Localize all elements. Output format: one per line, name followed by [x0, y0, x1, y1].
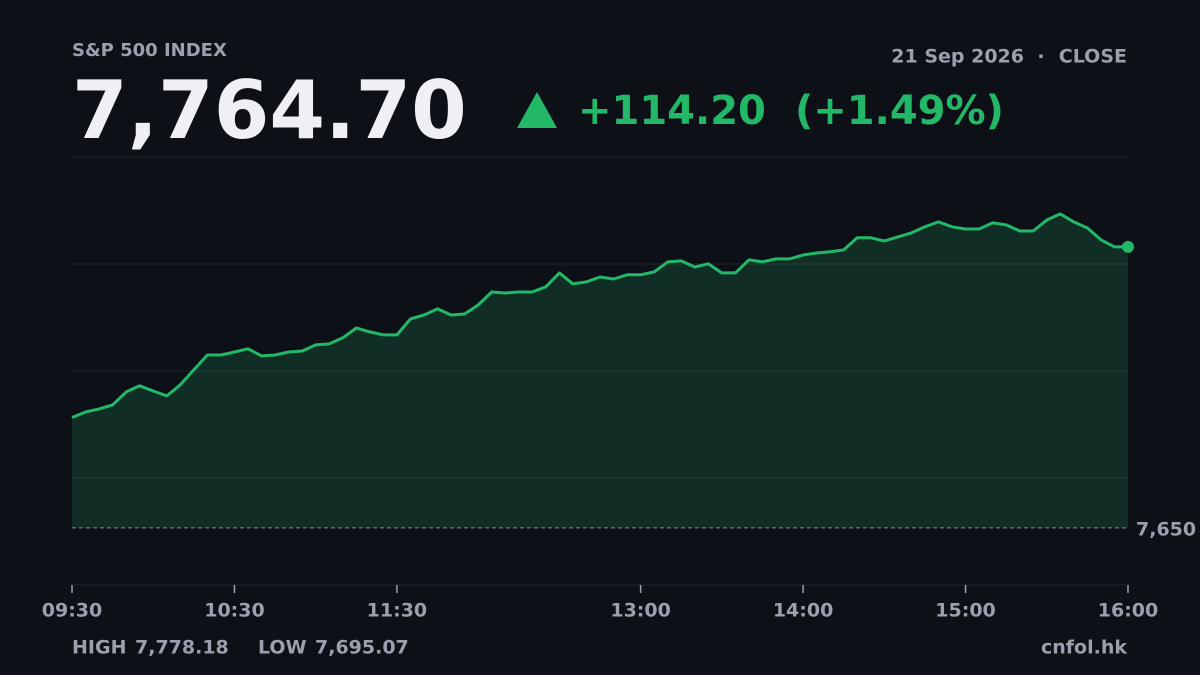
x-tick-label: 11:30 [367, 600, 427, 622]
area-fill [72, 213, 1128, 528]
change: +114.20 [578, 88, 766, 134]
low-label: LOW [258, 637, 307, 659]
x-tick-label: 10:30 [204, 600, 264, 622]
source: cnfol.hk [1041, 637, 1127, 659]
x-tick-label: 13:00 [610, 600, 670, 622]
x-tick-label: 09:30 [42, 600, 102, 622]
price-line [71, 212, 1128, 419]
last-point [1122, 240, 1134, 253]
y-tick-label: 7,650 [1136, 518, 1196, 540]
high-label: HIGH [72, 637, 126, 659]
separator: · [1037, 46, 1044, 68]
date: 21 Sep 2026 [891, 46, 1024, 68]
low-value: 7,695.07 [315, 637, 409, 659]
x-tick-label: 16:00 [1098, 600, 1158, 622]
change-percent: (+1.49%) [795, 88, 1004, 134]
chart-title: S&P 500 INDEX [72, 40, 227, 61]
price: 7,764.70 [72, 64, 467, 157]
status: CLOSE [1059, 46, 1127, 68]
up-arrow [517, 92, 557, 128]
x-tick-label: 15:00 [935, 600, 995, 622]
grid [72, 156, 1128, 586]
x-tick-label: 14:00 [773, 600, 833, 622]
high-value: 7,778.18 [135, 637, 229, 659]
